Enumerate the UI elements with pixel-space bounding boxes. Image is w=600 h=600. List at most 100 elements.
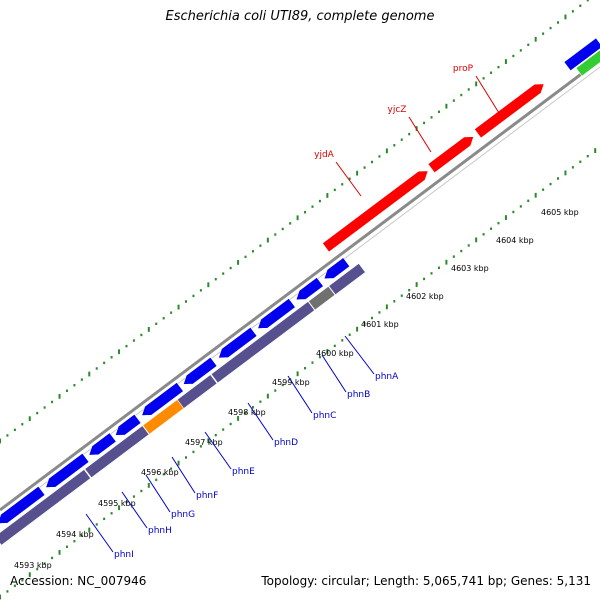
- ring-dot: [207, 282, 210, 288]
- ring-dot: [452, 255, 455, 258]
- leader-line-phnB: [321, 354, 347, 393]
- track-separator: [83, 468, 92, 479]
- ring-dot: [28, 416, 31, 422]
- scale-tick-label: 4599 kbp: [272, 378, 310, 387]
- gene-label-phnI: phnI: [114, 550, 134, 560]
- ring-dot: [207, 438, 210, 444]
- ring-dot: [0, 438, 1, 444]
- ring-dot: [125, 500, 128, 504]
- ring-dot: [162, 473, 165, 476]
- map-title: Escherichia coli UTI89, complete genome: [165, 9, 435, 24]
- ring-dot: [125, 344, 128, 348]
- ring-dot: [415, 282, 418, 287]
- ring-dot: [13, 584, 16, 588]
- ring-dot: [13, 428, 16, 432]
- ring-dot: [467, 244, 470, 247]
- leader-line-phnD: [247, 402, 274, 441]
- ring-dot: [534, 36, 537, 42]
- ring-dot: [393, 300, 396, 303]
- ring-dot: [65, 545, 68, 548]
- reverse-gene-arrow: [323, 257, 351, 280]
- ring-dot: [51, 400, 54, 404]
- gene-proP: [473, 83, 545, 139]
- ring-dot: [527, 199, 530, 203]
- ring-dot: [542, 188, 545, 191]
- ring-dot: [393, 144, 396, 147]
- ring-dot: [527, 43, 530, 47]
- ring-dot: [6, 434, 9, 437]
- ring-dot: [51, 556, 54, 560]
- ring-dot: [6, 590, 9, 593]
- ring-dot: [237, 416, 240, 421]
- ring-dot: [564, 14, 567, 20]
- reverse-gene-arrow: [0, 485, 46, 524]
- ring-dot: [557, 21, 559, 24]
- ring-dot: [460, 93, 463, 97]
- ring-dot: [177, 304, 180, 310]
- ring-dot: [430, 116, 433, 119]
- ring-dot: [356, 170, 359, 176]
- inner-dotted-ring: [0, 148, 597, 600]
- ring-dot: [423, 277, 426, 281]
- ring-dot: [363, 322, 366, 325]
- track-separator: [210, 373, 218, 384]
- leader-line-phnG: [145, 474, 171, 513]
- gene-yjdA: [321, 170, 429, 253]
- ring-dot: [237, 260, 240, 265]
- ring-dot: [504, 59, 507, 64]
- ring-dot: [534, 192, 537, 198]
- leader-line-phnI: [85, 513, 114, 553]
- ring-dot: [333, 344, 336, 348]
- gene-label-phnA: phnA: [375, 372, 399, 382]
- ring-dot: [214, 433, 217, 437]
- ring-dot: [274, 389, 277, 392]
- ring-dot: [437, 266, 440, 269]
- ring-dot: [289, 222, 292, 225]
- ring-dot: [58, 549, 61, 555]
- ring-dot: [586, 0, 589, 2]
- ring-dot: [229, 266, 232, 270]
- backbone-line: [0, 58, 600, 518]
- ring-dot: [251, 250, 254, 253]
- ring-dot: [170, 311, 173, 314]
- ring-dot: [549, 182, 552, 186]
- ring-dot: [341, 339, 344, 342]
- ring-dot: [348, 333, 351, 336]
- ring-dot: [155, 322, 158, 326]
- ring-dot: [36, 567, 39, 571]
- ring-dot: [259, 244, 262, 247]
- ring-dot: [296, 215, 299, 221]
- ring-dot: [482, 233, 485, 236]
- ring-dot: [304, 367, 307, 370]
- ring-dot: [147, 483, 150, 488]
- ring-dot: [586, 154, 589, 158]
- ring-dot: [244, 255, 247, 259]
- ring-dot: [579, 160, 582, 163]
- ring-dot: [73, 384, 76, 387]
- ring-dot: [467, 88, 470, 91]
- ring-dot: [36, 411, 39, 415]
- ring-dot: [65, 389, 68, 392]
- gene-label-phnH: phnH: [148, 526, 172, 536]
- forward-gene-track: [321, 37, 600, 253]
- ring-dot: [244, 411, 247, 415]
- reverse-gene-track: [0, 257, 366, 546]
- ring-dot: [430, 272, 433, 275]
- ring-dot: [497, 65, 500, 69]
- gene-edge-green: [575, 49, 600, 77]
- ring-dot: [192, 294, 195, 298]
- ring-dot: [110, 512, 113, 515]
- ring-dot: [118, 349, 121, 355]
- ring-dot: [118, 505, 121, 511]
- gene-yjcZ: [427, 136, 475, 174]
- ring-dot: [177, 460, 180, 466]
- ring-dot: [274, 233, 277, 236]
- ring-dot: [378, 155, 381, 158]
- ring-dot: [229, 422, 232, 426]
- scale-tick-label: 4602 kbp: [406, 292, 444, 301]
- ring-dot: [519, 205, 522, 208]
- ring-dot: [185, 456, 187, 459]
- ring-dot: [80, 534, 83, 537]
- ring-dot: [88, 527, 91, 533]
- ring-dot: [571, 10, 574, 13]
